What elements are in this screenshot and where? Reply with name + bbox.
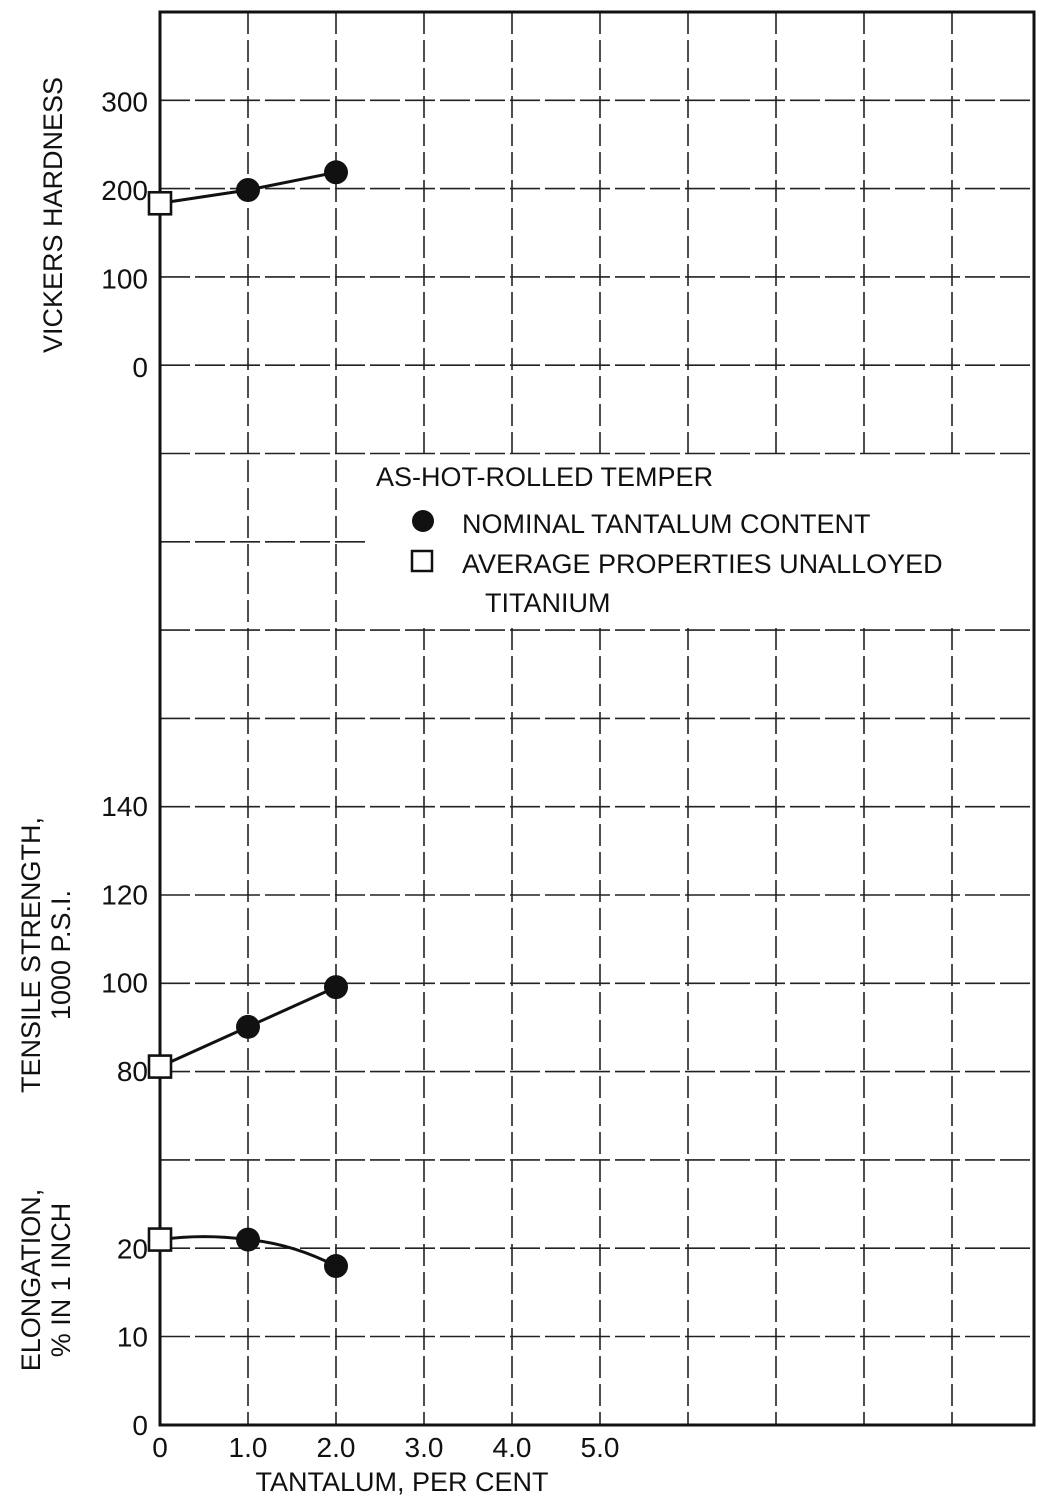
legend-open-square-icon: [410, 549, 434, 573]
elongation-nominal-point: [236, 1227, 260, 1252]
hardness-y-tick-label: 100: [101, 264, 148, 295]
elongation-y-tick-label: 0: [132, 1410, 148, 1441]
hardness-unalloyed-point: [147, 190, 173, 216]
tensile-nominal-point: [236, 1014, 260, 1039]
hardness-y-axis-title: VICKERS HARDNESS: [38, 77, 68, 353]
elongation-nominal-point: [324, 1254, 348, 1279]
tensile-y-tick-label: 80: [117, 1056, 148, 1087]
legend-background: [370, 458, 1032, 624]
elongation-unalloyed-point: [147, 1227, 173, 1252]
x-axis-title: TANTALUM, PER CENT: [255, 1467, 548, 1497]
legend-title: AS-HOT-ROLLED TEMPER: [376, 462, 713, 492]
y-tick-labels: 0 100 200 300 80 100 120 140 0 10 20: [101, 87, 148, 1442]
tensile-y-tick-label: 100: [101, 968, 148, 999]
x-tick-label: 4.0: [493, 1432, 532, 1463]
x-tick-label: 3.0: [405, 1432, 444, 1463]
x-tick-label: 0: [152, 1432, 168, 1463]
x-tick-label: 1.0: [229, 1432, 268, 1463]
legend-item-unalloyed-line1: AVERAGE PROPERTIES UNALLOYED: [462, 549, 943, 579]
elongation-y-tick-label: 10: [117, 1322, 148, 1353]
hardness-y-tick-label: 200: [101, 175, 148, 206]
plot-frame: [158, 10, 1036, 1427]
legend-item-unalloyed-line2: TITANIUM: [485, 588, 610, 618]
hardness-nominal-point: [236, 178, 260, 202]
legend: AS-HOT-ROLLED TEMPER NOMINAL TANTALUM CO…: [370, 458, 1032, 624]
legend-item-nominal: NOMINAL TANTALUM CONTENT: [462, 509, 871, 539]
grid: [160, 12, 1034, 1425]
elongation-y-tick-label: 20: [117, 1233, 148, 1264]
tensile-y-axis-title-line1: TENSILE STRENGTH,: [16, 817, 46, 1093]
series-layer: [147, 160, 348, 1279]
x-tick-labels: 0 1.0 2.0 3.0 4.0 5.0: [152, 1432, 619, 1463]
tensile-unalloyed-point: [147, 1054, 173, 1079]
hardness-y-tick-label: 300: [101, 87, 148, 118]
legend-filled-circle-icon: [412, 510, 434, 532]
elongation-y-axis-title-line1: ELONGATION,: [16, 1189, 46, 1372]
hardness-nominal-point: [324, 160, 348, 185]
tensile-nominal-point: [324, 975, 348, 1000]
elongation-y-axis-title-line2: % IN 1 INCH: [46, 1203, 76, 1358]
x-tick-label: 2.0: [317, 1432, 356, 1463]
hardness-y-tick-label: 0: [132, 352, 148, 383]
tensile-y-axis-title-line2: 1000 P.S.I.: [46, 890, 76, 1020]
tensile-y-tick-label: 140: [101, 791, 148, 822]
x-tick-label: 5.0: [581, 1432, 620, 1463]
tensile-y-tick-label: 120: [101, 879, 148, 910]
